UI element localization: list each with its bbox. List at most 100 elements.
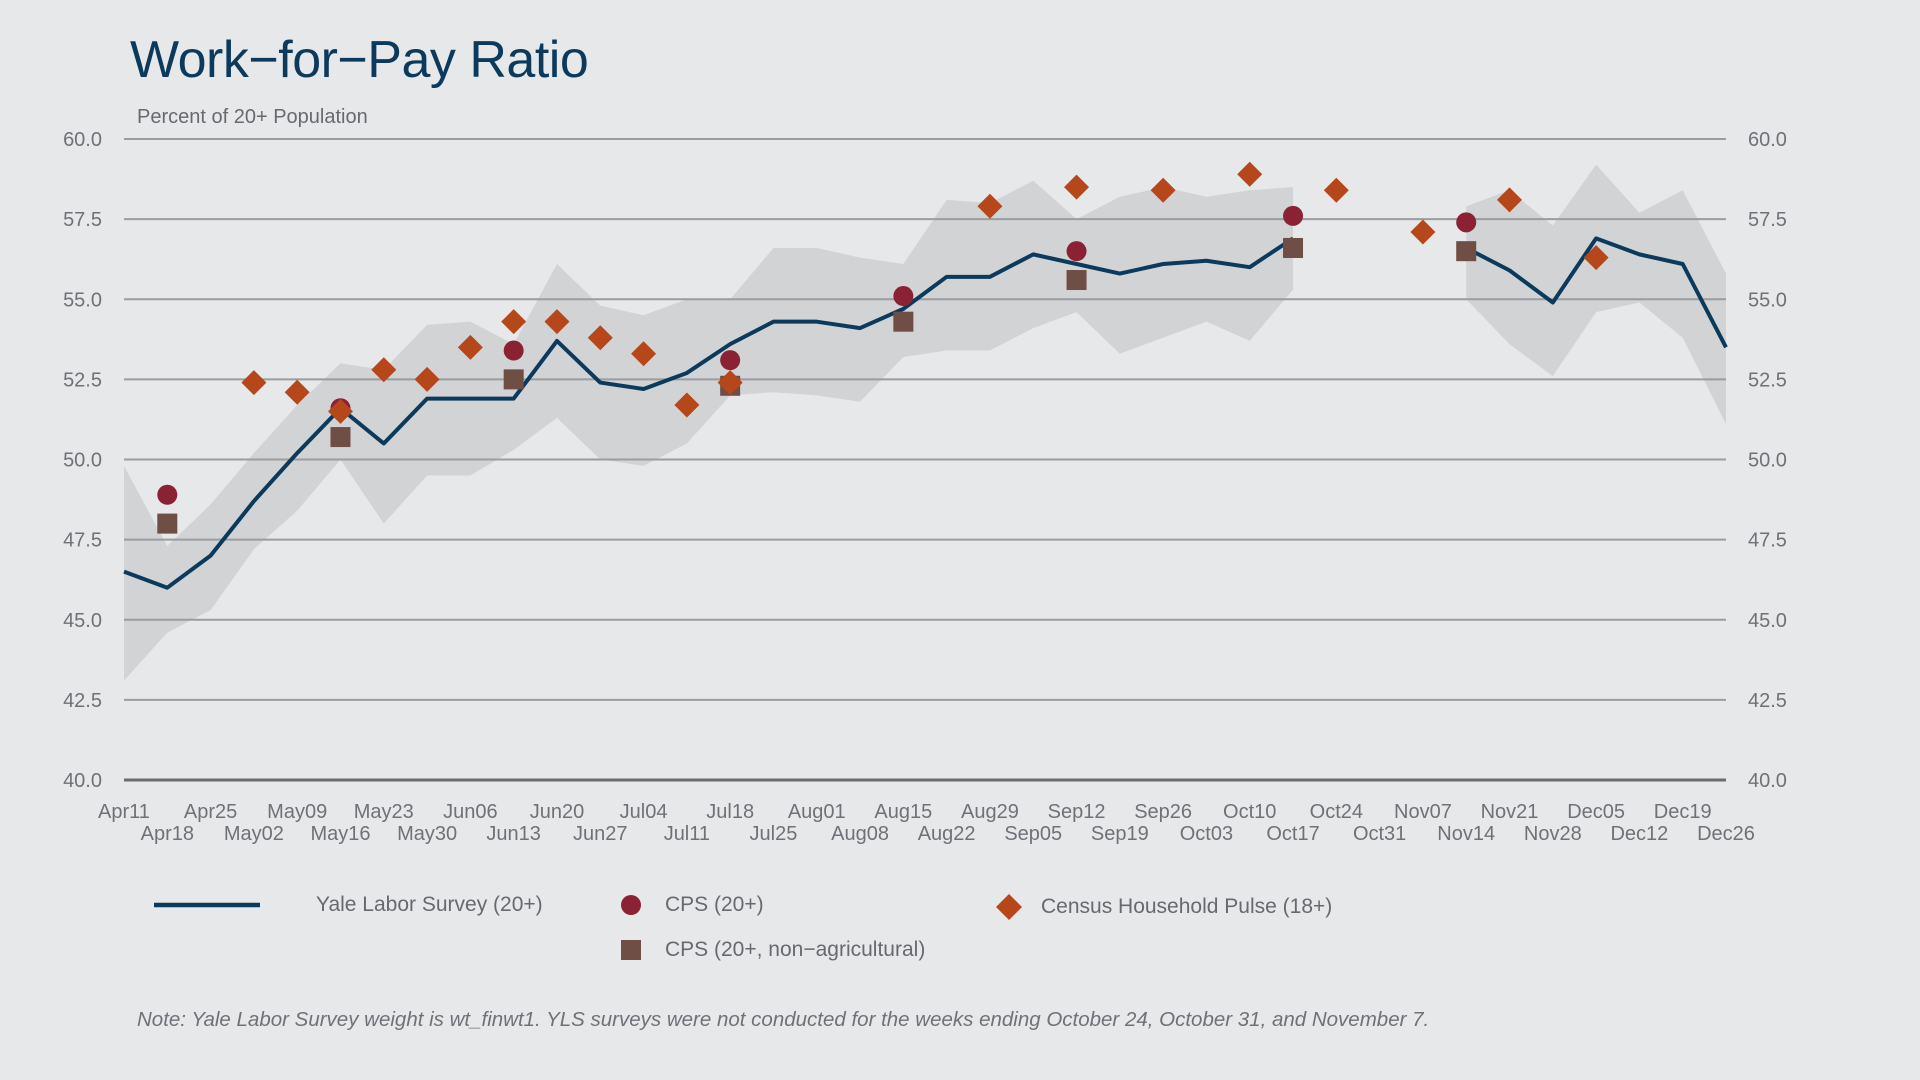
pulse-point bbox=[414, 366, 440, 392]
x-tick-label: Dec05 bbox=[1567, 801, 1625, 823]
x-tick-label: Aug29 bbox=[961, 801, 1019, 823]
chart-title: Work−for−Pay Ratio bbox=[130, 31, 589, 89]
pulse-point bbox=[1237, 161, 1263, 187]
x-tick-label: Jun27 bbox=[573, 823, 628, 845]
x-tick-label: Dec26 bbox=[1697, 823, 1755, 845]
y-tick-label-left: 42.5 bbox=[63, 690, 102, 712]
x-tick-label: Oct24 bbox=[1310, 801, 1363, 823]
cps-point bbox=[1456, 212, 1477, 233]
x-tick-label: Aug08 bbox=[831, 823, 889, 845]
yls-line-segment-1 bbox=[123, 236, 1295, 590]
x-tick-label: Oct03 bbox=[1180, 823, 1233, 845]
x-tick-label: May23 bbox=[354, 801, 414, 823]
cps-point bbox=[720, 350, 741, 371]
confidence-band-1 bbox=[124, 180, 1294, 681]
pulse-point bbox=[284, 379, 310, 405]
x-tick-label: Sep26 bbox=[1134, 801, 1192, 823]
x-tick-label: Jul11 bbox=[664, 823, 710, 845]
x-tick-label: Jul25 bbox=[750, 823, 798, 845]
tick-labels-layer: 40.0 40.0 42.5 42.5 45.0 45.0 47.5 47.5 50.0 50.0… bbox=[63, 129, 1787, 845]
pulse-point bbox=[1410, 219, 1436, 245]
chart-note: Note: Yale Labor Survey weight is wt_fin… bbox=[137, 1008, 1430, 1031]
cps-point bbox=[1066, 241, 1087, 262]
x-tick-label: Sep05 bbox=[1004, 823, 1062, 845]
y-tick-label-left: 52.5 bbox=[63, 369, 102, 391]
y-tick-label-left: 47.5 bbox=[63, 530, 102, 552]
pulse-point bbox=[327, 398, 353, 424]
y-tick-label-right: 60.0 bbox=[1748, 129, 1787, 151]
y-tick-label-right: 52.5 bbox=[1748, 369, 1787, 391]
pulse-point bbox=[1064, 174, 1090, 200]
x-tick-label: Jun13 bbox=[486, 823, 541, 845]
pulse-point bbox=[544, 309, 570, 335]
markers-layer bbox=[157, 161, 1609, 534]
x-tick-label: May30 bbox=[397, 823, 457, 845]
pulse-point bbox=[674, 392, 700, 418]
x-tick-label: Apr18 bbox=[141, 823, 194, 845]
x-tick-label: Nov21 bbox=[1481, 801, 1539, 823]
pulse-point bbox=[241, 370, 267, 396]
y-tick-label-right: 42.5 bbox=[1748, 690, 1787, 712]
x-tick-label: Nov28 bbox=[1524, 823, 1582, 845]
y-tick-label-right: 50.0 bbox=[1748, 450, 1787, 472]
pulse-point bbox=[371, 357, 397, 383]
pulse-point bbox=[717, 370, 743, 396]
chart-subtitle: Percent of 20+ Population bbox=[137, 106, 368, 128]
pulse-point bbox=[1497, 187, 1523, 213]
pulse-point bbox=[587, 325, 613, 351]
x-tick-label: Oct17 bbox=[1266, 823, 1319, 845]
x-tick-label: Oct31 bbox=[1353, 823, 1406, 845]
x-tick-label: Oct10 bbox=[1223, 801, 1276, 823]
x-tick-label: Nov14 bbox=[1437, 823, 1495, 845]
x-tick-label: Jun06 bbox=[443, 801, 498, 823]
cps-nonag-point bbox=[1066, 270, 1087, 291]
pulse-point bbox=[631, 341, 657, 367]
cps-point bbox=[157, 484, 178, 505]
pulse-point bbox=[1583, 245, 1609, 271]
pulse-point bbox=[1150, 177, 1176, 203]
pulse-point bbox=[1323, 177, 1349, 203]
cps-nonag-point bbox=[1283, 237, 1304, 258]
x-tick-label: Aug22 bbox=[918, 823, 976, 845]
x-tick-label: Jul04 bbox=[620, 801, 668, 823]
pulse-point bbox=[977, 193, 1003, 219]
x-tick-label: Aug15 bbox=[874, 801, 932, 823]
y-tick-label-left: 60.0 bbox=[63, 129, 102, 151]
yls-line-layer bbox=[123, 236, 1728, 590]
y-tick-label-left: 50.0 bbox=[63, 450, 102, 472]
confidence-band-2 bbox=[1466, 164, 1726, 425]
cps-point bbox=[503, 340, 524, 361]
y-tick-label-right: 57.5 bbox=[1748, 209, 1787, 231]
cps-point bbox=[1283, 205, 1304, 226]
cps-nonag-point bbox=[157, 513, 178, 534]
x-tick-label: Dec19 bbox=[1654, 801, 1712, 823]
x-tick-label: Dec12 bbox=[1610, 823, 1668, 845]
cps-nonag-point bbox=[503, 369, 524, 390]
y-tick-label-left: 55.0 bbox=[63, 289, 102, 311]
cps-nonag-point bbox=[330, 427, 351, 448]
x-tick-label: Jul18 bbox=[706, 801, 754, 823]
pulse-point bbox=[501, 309, 527, 335]
cps-nonag-point bbox=[1456, 241, 1477, 262]
x-tick-label: Jun20 bbox=[530, 801, 585, 823]
cps-point bbox=[893, 286, 914, 307]
x-tick-label: Nov07 bbox=[1394, 801, 1452, 823]
confidence-band-layer bbox=[124, 164, 1726, 681]
x-tick-label: Apr11 bbox=[98, 801, 150, 823]
pulse-point bbox=[457, 334, 483, 360]
y-tick-label-left: 45.0 bbox=[63, 610, 102, 632]
x-tick-label: May16 bbox=[310, 823, 370, 845]
yls-line-segment-2 bbox=[1465, 236, 1728, 349]
x-tick-label: Sep19 bbox=[1091, 823, 1149, 845]
x-tick-label: Apr25 bbox=[184, 801, 237, 823]
y-tick-label-left: 40.0 bbox=[63, 770, 102, 792]
y-tick-label-right: 45.0 bbox=[1748, 610, 1787, 632]
y-tick-label-left: 57.5 bbox=[63, 209, 102, 231]
cps-nonag-point bbox=[893, 311, 914, 332]
x-tick-label: Sep12 bbox=[1048, 801, 1106, 823]
y-tick-label-right: 47.5 bbox=[1748, 530, 1787, 552]
x-tick-label: Aug01 bbox=[788, 801, 846, 823]
y-tick-label-right: 40.0 bbox=[1748, 770, 1787, 792]
x-tick-label: May09 bbox=[267, 801, 327, 823]
